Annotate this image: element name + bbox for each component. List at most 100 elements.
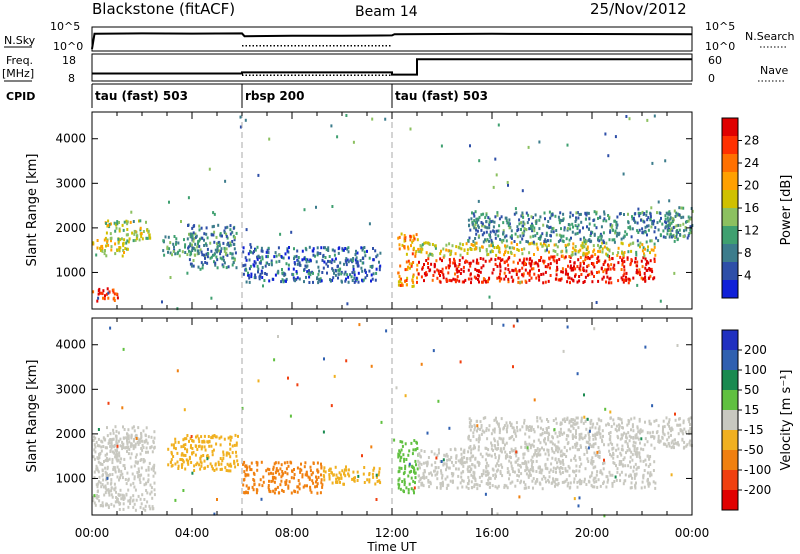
data-cell xyxy=(459,458,462,462)
data-cell xyxy=(260,460,263,464)
noise-cell xyxy=(476,424,479,428)
data-cell xyxy=(178,254,181,258)
data-cell xyxy=(552,419,555,422)
data-cell xyxy=(571,251,574,254)
data-cell xyxy=(347,250,350,254)
noise-cell xyxy=(657,200,660,204)
data-cell xyxy=(431,278,434,282)
data-cell xyxy=(584,467,587,471)
data-cell xyxy=(460,456,463,460)
data-cell xyxy=(528,278,531,282)
data-cell xyxy=(529,235,532,239)
data-cell xyxy=(233,443,236,447)
data-cell xyxy=(322,266,325,270)
data-cell xyxy=(371,472,374,476)
data-cell xyxy=(515,454,518,458)
colorbar-cell xyxy=(722,190,738,209)
data-cell xyxy=(531,229,534,233)
data-cell xyxy=(494,476,497,480)
data-cell xyxy=(310,490,313,494)
data-cell xyxy=(102,504,104,508)
noise-cell xyxy=(309,273,312,277)
data-cell xyxy=(140,436,143,440)
noise-cell xyxy=(459,360,462,364)
data-cell xyxy=(320,465,323,469)
data-cell xyxy=(580,436,583,440)
data-cell xyxy=(543,241,545,245)
data-cell xyxy=(597,255,600,259)
data-cell xyxy=(473,243,476,247)
data-cell xyxy=(337,268,340,272)
data-cell xyxy=(474,241,477,245)
data-cell xyxy=(586,450,589,454)
noise-cell xyxy=(116,444,119,448)
data-cell xyxy=(316,484,318,488)
data-cell xyxy=(644,420,646,424)
data-cell xyxy=(517,276,520,280)
noise-cell xyxy=(336,135,339,139)
data-cell xyxy=(204,256,206,260)
data-cell xyxy=(605,252,608,256)
data-cell xyxy=(277,271,280,275)
data-cell xyxy=(573,456,576,460)
data-cell xyxy=(562,462,565,466)
data-cell xyxy=(303,484,306,488)
data-cell xyxy=(633,449,636,453)
data-cell xyxy=(93,476,96,480)
data-cell xyxy=(509,421,511,425)
data-cell xyxy=(488,424,491,428)
data-cell xyxy=(345,277,347,281)
data-cell xyxy=(646,248,649,252)
data-cell xyxy=(339,480,341,484)
data-cell xyxy=(476,229,479,233)
data-cell xyxy=(106,239,109,243)
data-cell xyxy=(205,243,208,247)
data-cell xyxy=(474,267,477,271)
noise-cell xyxy=(670,473,673,477)
data-cell xyxy=(219,457,222,460)
data-cell xyxy=(375,267,378,271)
data-cell xyxy=(612,228,614,232)
data-cell xyxy=(399,487,402,491)
data-cell xyxy=(274,251,277,255)
data-cell xyxy=(438,451,440,455)
data-cell xyxy=(338,476,341,480)
data-cell xyxy=(416,467,419,471)
data-cell xyxy=(328,468,331,472)
data-cell xyxy=(176,451,179,455)
data-cell xyxy=(209,462,212,466)
data-cell xyxy=(280,463,283,467)
data-cell xyxy=(434,461,437,465)
data-cell xyxy=(108,493,111,497)
data-cell xyxy=(105,254,108,258)
data-cell xyxy=(163,253,166,257)
data-cell xyxy=(549,440,552,444)
data-cell xyxy=(500,463,503,467)
data-cell xyxy=(404,279,406,283)
data-cell xyxy=(211,467,214,471)
data-cell xyxy=(668,223,671,227)
data-cell xyxy=(657,437,660,441)
data-cell xyxy=(564,467,567,471)
data-cell xyxy=(422,484,425,488)
data-cell xyxy=(547,431,550,435)
data-cell xyxy=(375,255,378,259)
data-cell xyxy=(685,228,688,232)
data-cell xyxy=(551,227,554,231)
data-cell xyxy=(562,212,565,216)
data-cell xyxy=(177,464,180,468)
data-cell xyxy=(320,246,323,250)
data-cell xyxy=(533,272,536,276)
data-cell xyxy=(565,478,568,482)
data-cell xyxy=(250,275,253,279)
data-cell xyxy=(116,475,119,479)
data-cell xyxy=(484,259,487,263)
y-tick-label: 3000 xyxy=(55,382,86,396)
data-cell xyxy=(542,272,545,276)
data-cell xyxy=(329,260,331,264)
data-cell xyxy=(102,436,105,440)
data-cell xyxy=(604,268,607,272)
data-cell xyxy=(189,235,192,239)
data-cell xyxy=(675,232,678,236)
data-cell xyxy=(138,441,141,444)
